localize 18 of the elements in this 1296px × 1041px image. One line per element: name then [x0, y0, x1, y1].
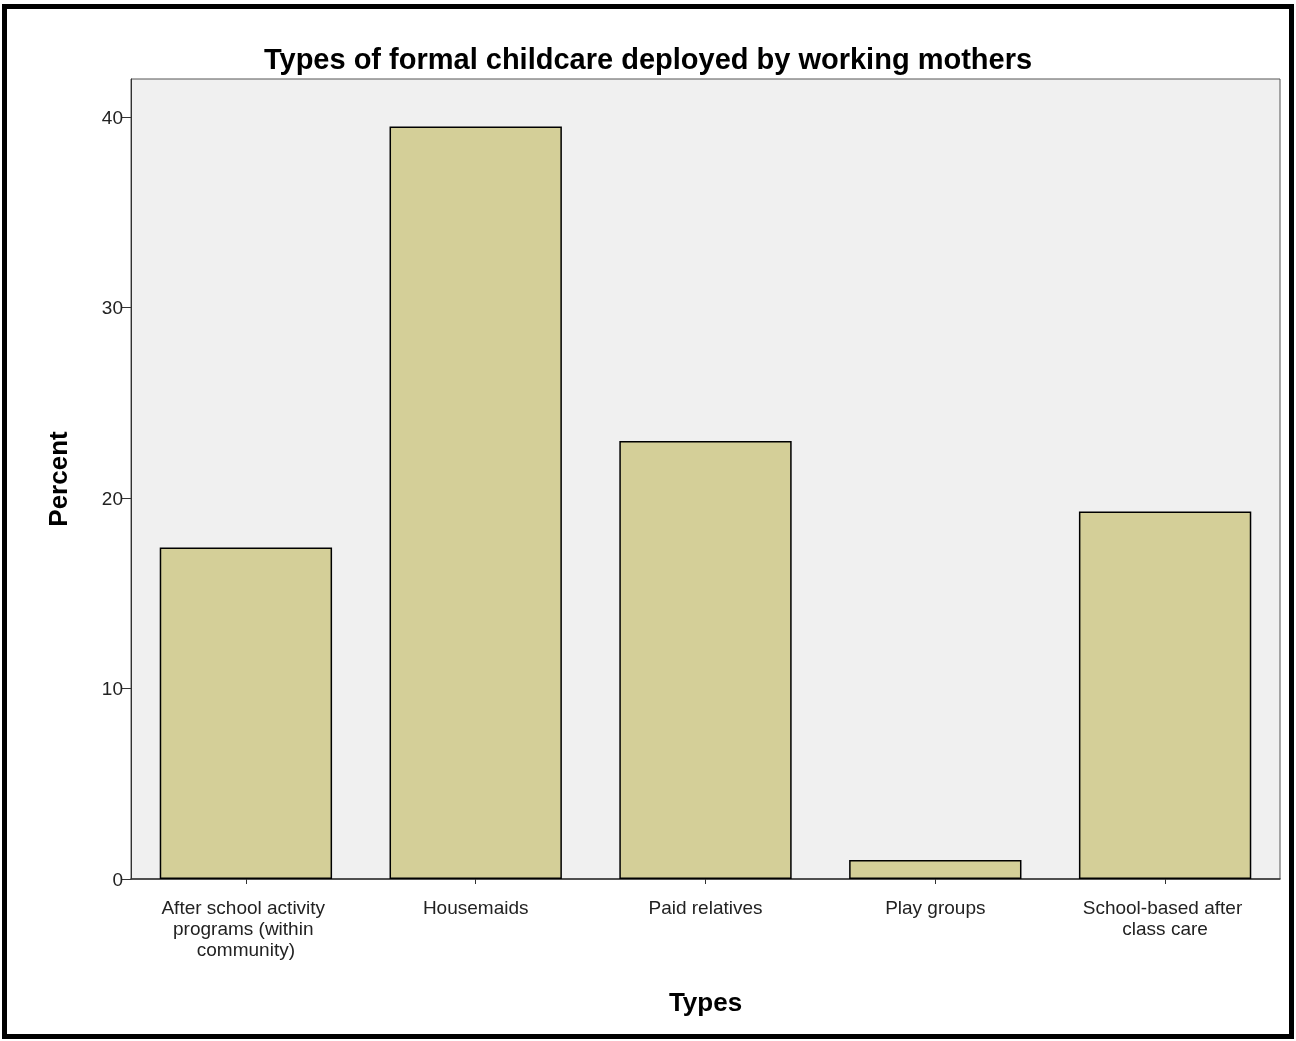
- y-axis-title: Percent: [43, 430, 73, 527]
- y-tick-label: 30: [101, 297, 123, 319]
- chart-title: Types of formal childcare deployed by working mothers: [263, 42, 1033, 75]
- bar: [389, 126, 562, 879]
- bar: [1078, 511, 1252, 879]
- y-tick-label: 40: [101, 106, 123, 128]
- y-tick-label: 20: [101, 487, 123, 509]
- bar: [849, 859, 1022, 879]
- x-tick-label: Paid relatives: [648, 897, 763, 918]
- x-tick-label: After school activity programs (within community): [161, 897, 331, 960]
- y-tick-label: 10: [101, 678, 123, 700]
- x-tick-label: School-based after class care: [1082, 897, 1248, 939]
- x-tick-label: Play groups: [885, 897, 986, 918]
- bar: [619, 440, 792, 879]
- x-axis-title: Types: [668, 987, 743, 1017]
- x-tick-label: Housemaids: [422, 897, 529, 918]
- bar: [159, 547, 333, 879]
- y-tick-label: 0: [112, 868, 123, 890]
